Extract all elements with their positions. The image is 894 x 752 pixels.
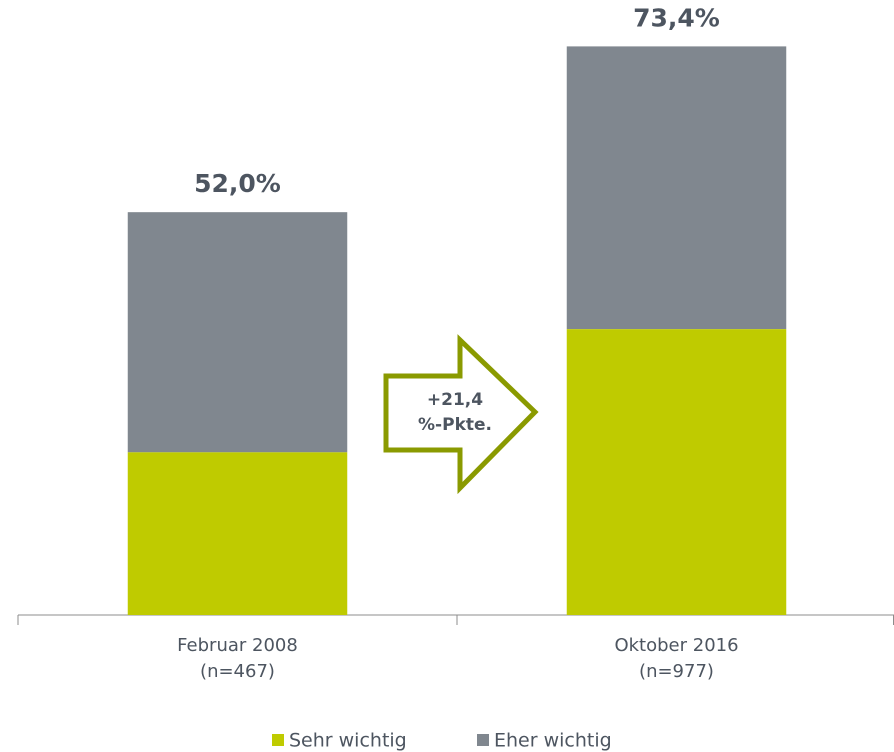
x-tick-label: Februar 2008 <box>177 635 298 656</box>
legend-swatch <box>272 734 284 746</box>
bar-segment <box>566 46 787 330</box>
legend-swatch <box>477 734 489 746</box>
bar-segment <box>127 452 348 615</box>
x-tick-note: (n=467) <box>200 661 275 682</box>
annotation: +21,4 <box>427 390 483 410</box>
bar-segment <box>566 329 787 615</box>
total-label: 52,0% <box>194 169 281 198</box>
bar-segment <box>127 212 348 453</box>
total-label: 73,4% <box>633 3 720 32</box>
x-tick-note: (n=977) <box>639 661 714 682</box>
change-arrow <box>383 334 539 495</box>
x-tick-label: Oktober 2016 <box>614 635 738 656</box>
legend-label: Eher wichtig <box>494 730 612 752</box>
annotation: %-Pkte. <box>418 415 492 435</box>
legend-label: Sehr wichtig <box>289 730 407 752</box>
